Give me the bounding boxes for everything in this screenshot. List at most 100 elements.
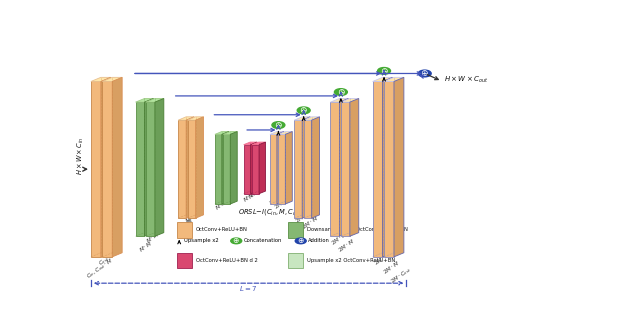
Polygon shape — [372, 81, 383, 257]
Text: $M\cdot M$: $M\cdot M$ — [241, 189, 258, 204]
Text: $2M\cdot M$: $2M\cdot M$ — [300, 213, 320, 231]
Polygon shape — [145, 98, 154, 236]
Circle shape — [419, 70, 431, 77]
Circle shape — [335, 89, 348, 95]
Polygon shape — [341, 102, 350, 236]
Polygon shape — [341, 98, 359, 102]
Polygon shape — [102, 77, 122, 81]
Polygon shape — [278, 134, 285, 204]
Text: $2M\cdot M$: $2M\cdot M$ — [268, 190, 287, 207]
Text: $2M\cdot M$: $2M\cdot M$ — [372, 250, 392, 267]
Polygon shape — [186, 117, 194, 218]
Bar — [288, 253, 303, 268]
Polygon shape — [146, 102, 155, 236]
Polygon shape — [136, 98, 154, 102]
Text: $\oplus$: $\oplus$ — [380, 66, 388, 76]
Bar — [288, 222, 303, 238]
Polygon shape — [178, 117, 194, 120]
Text: $\oplus$: $\oplus$ — [274, 120, 283, 130]
Polygon shape — [91, 77, 111, 81]
Polygon shape — [196, 117, 204, 218]
Circle shape — [231, 238, 242, 244]
Polygon shape — [244, 142, 257, 145]
Text: $2M\cdot M$: $2M\cdot M$ — [337, 237, 356, 254]
Circle shape — [272, 122, 285, 128]
Bar — [177, 222, 191, 238]
Polygon shape — [304, 117, 319, 120]
Text: Upsample x2: Upsample x2 — [184, 239, 218, 244]
Polygon shape — [223, 132, 237, 134]
Polygon shape — [244, 145, 251, 194]
Polygon shape — [112, 77, 122, 257]
Polygon shape — [350, 98, 359, 236]
Polygon shape — [188, 120, 196, 218]
Polygon shape — [102, 81, 112, 257]
Text: $M\cdot M$: $M\cdot M$ — [218, 193, 236, 208]
Text: $\oplus$: $\oplus$ — [337, 87, 345, 97]
Text: $C_{out}\cdot M$: $C_{out}\cdot M$ — [97, 249, 119, 268]
Text: $2M\cdot C_{out}$: $2M\cdot C_{out}$ — [389, 265, 415, 286]
Polygon shape — [251, 142, 257, 194]
Text: $\oplus$: $\oplus$ — [297, 237, 305, 245]
Polygon shape — [136, 102, 145, 236]
Polygon shape — [278, 132, 292, 134]
Text: $M\cdot M$: $M\cdot M$ — [137, 239, 154, 254]
Polygon shape — [270, 132, 284, 134]
Text: $2M\cdot M$: $2M\cdot M$ — [330, 229, 349, 247]
Text: Addition: Addition — [308, 239, 330, 244]
Text: $\oplus$: $\oplus$ — [232, 237, 240, 245]
Polygon shape — [215, 134, 222, 204]
Polygon shape — [252, 142, 266, 145]
Polygon shape — [312, 117, 319, 218]
Polygon shape — [178, 120, 186, 218]
Text: $H\times W\times C_{in}$: $H\times W\times C_{in}$ — [76, 137, 86, 176]
Text: $\oplus$: $\oplus$ — [300, 106, 308, 115]
Circle shape — [378, 68, 390, 74]
Text: OctConv+ReLU+BN d 2: OctConv+ReLU+BN d 2 — [196, 258, 257, 263]
Polygon shape — [339, 98, 348, 236]
Polygon shape — [259, 142, 266, 194]
Polygon shape — [330, 102, 339, 236]
Circle shape — [295, 238, 306, 244]
Text: $\oplus$: $\oplus$ — [420, 68, 429, 78]
Text: $M\cdot M$: $M\cdot M$ — [246, 186, 263, 201]
Polygon shape — [294, 120, 302, 218]
Polygon shape — [222, 132, 229, 204]
Polygon shape — [270, 134, 277, 204]
Polygon shape — [384, 77, 404, 81]
Text: $L=7$: $L=7$ — [239, 284, 258, 293]
Polygon shape — [91, 81, 101, 257]
Text: $2M\cdot M$: $2M\cdot M$ — [381, 259, 401, 276]
Text: Concatenation: Concatenation — [244, 239, 282, 244]
Polygon shape — [223, 134, 230, 204]
Polygon shape — [394, 77, 404, 257]
Text: OctConv+ReLU+BN: OctConv+ReLU+BN — [196, 227, 248, 232]
Polygon shape — [304, 120, 312, 218]
Bar — [177, 253, 191, 268]
Text: $M\cdot M$: $M\cdot M$ — [145, 230, 162, 245]
Polygon shape — [372, 77, 392, 81]
Polygon shape — [188, 117, 204, 120]
Circle shape — [297, 107, 310, 114]
Polygon shape — [384, 81, 394, 257]
Text: Downsample x1/2 OctConv+ReLU+BN: Downsample x1/2 OctConv+ReLU+BN — [307, 227, 408, 232]
Text: $ORSL\!-\!I(C_{in}, M, C_{out})$: $ORSL\!-\!I(C_{in}, M, C_{out})$ — [238, 207, 304, 217]
Polygon shape — [277, 132, 284, 204]
Polygon shape — [285, 132, 292, 204]
Text: $C_{in},C_{out}\cdot M$: $C_{in},C_{out}\cdot M$ — [84, 256, 115, 281]
Text: $H\times W\times C_{out}$: $H\times W\times C_{out}$ — [444, 75, 488, 85]
Polygon shape — [155, 98, 164, 236]
Polygon shape — [230, 132, 237, 204]
Text: $2M\cdot M$: $2M\cdot M$ — [273, 194, 292, 211]
Text: $M\cdot M$: $M\cdot M$ — [214, 197, 231, 212]
Polygon shape — [252, 145, 259, 194]
Text: $M\cdot M$: $M\cdot M$ — [178, 216, 195, 231]
Polygon shape — [294, 117, 310, 120]
Polygon shape — [302, 117, 310, 218]
Text: $2M\cdot M$: $2M\cdot M$ — [293, 207, 313, 225]
Text: $M\cdot M$: $M\cdot M$ — [184, 210, 200, 225]
Polygon shape — [383, 77, 392, 257]
Polygon shape — [146, 98, 164, 102]
Polygon shape — [215, 132, 229, 134]
Polygon shape — [330, 98, 348, 102]
